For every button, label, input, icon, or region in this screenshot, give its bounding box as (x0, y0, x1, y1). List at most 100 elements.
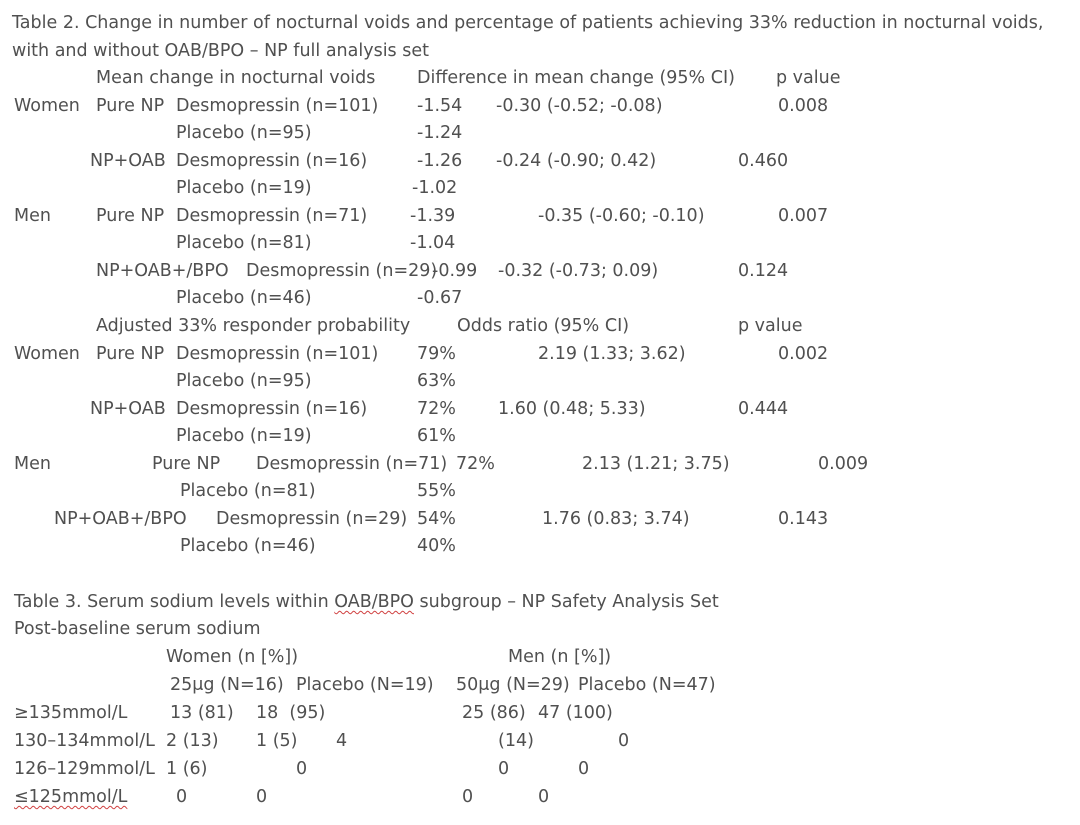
row-arm-label: Placebo (n=19) (176, 178, 312, 198)
row-sex-label: Men (14, 454, 51, 474)
row-arm-label: Placebo (n=81) (176, 233, 312, 253)
row-group-label: NP+OAB+/BPO (96, 261, 229, 281)
row-probability: 63% (417, 371, 456, 391)
row-sex-label: Women (14, 96, 80, 116)
row-group-label: Pure NP (152, 454, 221, 474)
cell-men-placebo: 0 (618, 731, 630, 751)
row-p-value: 0.460 (738, 151, 789, 171)
row-group-label: Pure NP (96, 96, 165, 116)
row-mean-change: -1.54 (417, 96, 463, 116)
cell-men-placebo: 0 (538, 787, 550, 807)
cell-women-drug: 2 (13) (166, 731, 219, 751)
table-2-caption-line-1: Table 2. Change in number of nocturnal v… (12, 13, 1044, 33)
row-p-value: 0.009 (818, 454, 869, 474)
row-arm-label: Placebo (n=19) (176, 426, 312, 446)
row-difference: -0.32 (-0.73; 0.09) (498, 261, 659, 281)
cell-men-drug: 0 (462, 787, 474, 807)
row-probability: 79% (417, 344, 456, 364)
row-probability: 55% (417, 481, 456, 501)
row-group-label: NP+OAB (90, 151, 166, 171)
cell-men-drug: 25 (86) (462, 703, 526, 723)
row-probability: 72% (456, 454, 495, 474)
row-p-value: 0.143 (778, 509, 829, 529)
row-arm-label: Placebo (n=95) (176, 123, 312, 143)
row-mean-change: -1.24 (417, 123, 463, 143)
caption-text: subgroup – NP Safety Analysis Set (413, 592, 719, 612)
header-difference: Difference in mean change (95% CI) (417, 68, 735, 88)
row-odds-ratio: 1.60 (0.48; 5.33) (498, 399, 646, 419)
row-group-label: NP+OAB (90, 399, 166, 419)
cell-women-drug: 1 (6) (166, 759, 208, 779)
row-probability: 72% (417, 399, 456, 419)
cell-men-placebo: 0 (578, 759, 590, 779)
row-range-label: 130–134mmol/L (14, 731, 155, 751)
cell-women-placebo: 0 (256, 787, 268, 807)
row-difference: -0.30 (-0.52; -0.08) (496, 96, 663, 116)
row-p-value: 0.002 (778, 344, 829, 364)
row-mean-change: -1.02 (412, 178, 458, 198)
row-odds-ratio: 2.13 (1.21; 3.75) (582, 454, 730, 474)
row-mean-change: -1.04 (410, 233, 456, 253)
spellcheck-flagged-word[interactable]: OAB/BPO (334, 592, 414, 612)
header-men: Men (n [%]) (508, 647, 612, 667)
col-women-drug: 25μg (N=16) (170, 675, 284, 695)
row-group-label: Pure NP (96, 344, 165, 364)
row-arm-label: Placebo (n=46) (180, 536, 316, 556)
row-mean-change: -1.39 (410, 206, 456, 226)
caption-text: Table 3. Serum sodium levels within (14, 592, 335, 612)
row-sex-label: Women (14, 344, 80, 364)
cell-men-placebo: 47 (100) (538, 703, 613, 723)
table-3-caption: Table 3. Serum sodium levels within OAB/… (14, 589, 719, 617)
header-odds-ratio: Odds ratio (95% CI) (457, 316, 630, 336)
row-group-label: Pure NP (96, 206, 165, 226)
cell-extra-value: 4 (336, 731, 348, 751)
header-women: Women (n [%]) (166, 647, 299, 667)
header-mean-change: Mean change in nocturnal voids (96, 68, 376, 88)
col-men-placebo: Placebo (N=47) (578, 675, 716, 695)
row-arm-label: Placebo (n=81) (180, 481, 316, 501)
table-3-subtitle: Post-baseline serum sodium (14, 619, 261, 639)
row-odds-ratio: 2.19 (1.33; 3.62) (538, 344, 686, 364)
row-mean-change: -1.26 (417, 151, 463, 171)
row-arm-label: Desmopressin (n=101) (176, 344, 379, 364)
cell-men-drug: 0 (498, 759, 510, 779)
col-men-drug: 50μg (N=29) (456, 675, 570, 695)
header-responder-probability: Adjusted 33% responder probability (96, 316, 411, 336)
row-range-label: ≥135mmol/L (14, 703, 128, 723)
row-mean-change: -0.99 (432, 261, 478, 281)
cell-women-drug: 13 (81) (170, 703, 234, 723)
cell-women-drug: 0 (176, 787, 188, 807)
cell-women-placebo: 0 (296, 759, 308, 779)
cell-women-placebo: 1 (5) (256, 731, 298, 751)
cell-women-placebo: 18 (95) (256, 703, 326, 723)
cell-men-drug: (14) (498, 731, 534, 751)
header-p-value: p value (738, 316, 803, 336)
row-probability: 40% (417, 536, 456, 556)
row-arm-label: Desmopressin (n=29) (216, 509, 408, 529)
header-p-value: p value (776, 68, 841, 88)
row-mean-change: -0.67 (417, 288, 463, 308)
row-p-value: 0.008 (778, 96, 829, 116)
row-arm-label: Desmopressin (n=71) (256, 454, 448, 474)
row-p-value: 0.007 (778, 206, 829, 226)
col-women-placebo: Placebo (N=19) (296, 675, 434, 695)
row-arm-label: Desmopressin (n=16) (176, 151, 368, 171)
table-2-caption-line-2: with and without OAB/BPO – NP full analy… (12, 41, 429, 61)
row-probability: 54% (417, 509, 456, 529)
row-difference: -0.35 (-0.60; -0.10) (538, 206, 705, 226)
row-arm-label: Placebo (n=95) (176, 371, 312, 391)
row-range-label[interactable]: ≤125mmol/L (14, 787, 128, 807)
row-arm-label: Desmopressin (n=71) (176, 206, 368, 226)
row-arm-label: Desmopressin (n=101) (176, 96, 379, 116)
row-sex-label: Men (14, 206, 51, 226)
row-odds-ratio: 1.76 (0.83; 3.74) (542, 509, 690, 529)
row-difference: -0.24 (-0.90; 0.42) (496, 151, 657, 171)
row-arm-label: Desmopressin (n=16) (176, 399, 368, 419)
row-arm-label: Desmopressin (n=29) (246, 261, 438, 281)
row-group-label: NP+OAB+/BPO (54, 509, 187, 529)
row-p-value: 0.124 (738, 261, 789, 281)
row-range-label: 126–129mmol/L (14, 759, 155, 779)
row-probability: 61% (417, 426, 456, 446)
row-arm-label: Placebo (n=46) (176, 288, 312, 308)
